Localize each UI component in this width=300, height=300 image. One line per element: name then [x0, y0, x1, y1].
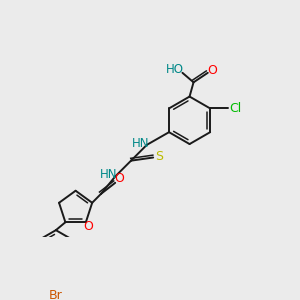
Text: S: S: [155, 150, 164, 163]
Text: O: O: [83, 220, 93, 233]
Text: HN: HN: [100, 168, 118, 182]
Text: O: O: [114, 172, 124, 185]
Text: O: O: [207, 64, 217, 77]
Text: HN: HN: [132, 137, 149, 150]
Text: Cl: Cl: [229, 102, 242, 115]
Text: Br: Br: [49, 289, 63, 300]
Text: HO: HO: [166, 63, 184, 76]
